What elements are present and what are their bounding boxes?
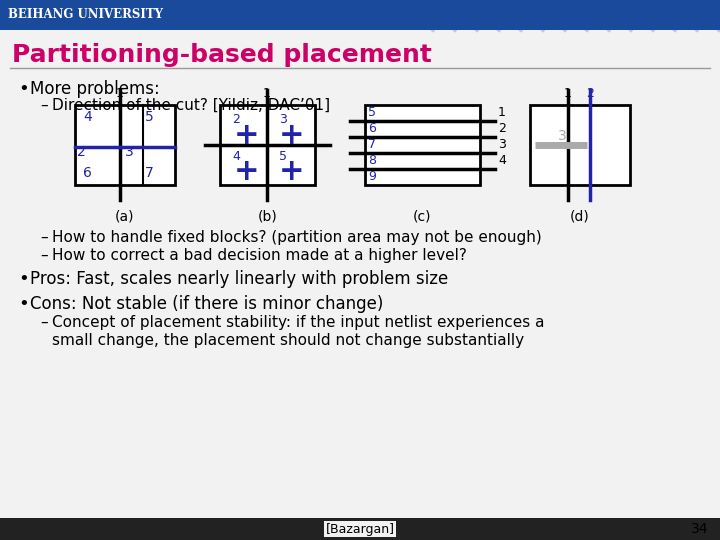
Text: •: • bbox=[18, 80, 29, 98]
Text: Direction of the cut? [Yildiz, DAC’01]: Direction of the cut? [Yildiz, DAC’01] bbox=[52, 98, 330, 113]
Text: •: • bbox=[18, 270, 29, 288]
Text: Partitioning-based placement: Partitioning-based placement bbox=[12, 43, 432, 67]
Text: Pros: Fast, scales nearly linearly with problem size: Pros: Fast, scales nearly linearly with … bbox=[30, 270, 449, 288]
Text: (c): (c) bbox=[413, 210, 432, 224]
Text: [Bazargan]: [Bazargan] bbox=[325, 523, 395, 536]
Text: 3: 3 bbox=[125, 145, 134, 159]
Text: 4: 4 bbox=[498, 154, 506, 167]
Text: +: + bbox=[234, 121, 260, 150]
Text: +: + bbox=[234, 157, 260, 186]
Text: 1: 1 bbox=[116, 87, 124, 100]
Bar bbox=[530, 105, 630, 185]
Text: (d): (d) bbox=[570, 210, 590, 224]
Bar bbox=[0, 0, 720, 30]
Text: –: – bbox=[40, 230, 48, 245]
Text: 1: 1 bbox=[564, 87, 572, 100]
Text: 2: 2 bbox=[232, 113, 240, 126]
Text: +: + bbox=[279, 121, 305, 150]
Text: 3: 3 bbox=[498, 138, 506, 152]
Text: How to handle fixed blocks? (partition area may not be enough): How to handle fixed blocks? (partition a… bbox=[52, 230, 541, 245]
Text: 5: 5 bbox=[279, 150, 287, 163]
Bar bbox=[75, 105, 175, 185]
Text: How to correct a bad decision made at a higher level?: How to correct a bad decision made at a … bbox=[52, 248, 467, 263]
Text: 7: 7 bbox=[368, 138, 376, 152]
Text: 5: 5 bbox=[368, 106, 376, 119]
Bar bbox=[365, 105, 480, 185]
Text: 3: 3 bbox=[557, 129, 567, 143]
Text: 4: 4 bbox=[83, 110, 91, 124]
Text: BEIHANG UNIVERSITY: BEIHANG UNIVERSITY bbox=[8, 9, 163, 22]
Text: small change, the placement should not change substantially: small change, the placement should not c… bbox=[52, 333, 524, 348]
Text: (a): (a) bbox=[115, 210, 135, 224]
Text: –: – bbox=[40, 315, 48, 330]
Text: 1: 1 bbox=[498, 106, 506, 119]
Text: More problems:: More problems: bbox=[30, 80, 160, 98]
Text: 2: 2 bbox=[586, 87, 594, 100]
Text: +: + bbox=[279, 157, 305, 186]
Text: 2: 2 bbox=[77, 145, 86, 159]
Text: 5: 5 bbox=[145, 110, 154, 124]
Text: •: • bbox=[18, 295, 29, 313]
Bar bbox=[220, 105, 315, 185]
Bar bbox=[0, 518, 720, 540]
Text: –: – bbox=[40, 98, 48, 113]
Text: 1: 1 bbox=[263, 87, 271, 100]
Text: Cons: Not stable (if there is minor change): Cons: Not stable (if there is minor chan… bbox=[30, 295, 383, 313]
Text: (b): (b) bbox=[258, 210, 277, 224]
Text: Concept of placement stability: if the input netlist experiences a: Concept of placement stability: if the i… bbox=[52, 315, 544, 330]
Text: –: – bbox=[40, 248, 48, 263]
Text: 9: 9 bbox=[368, 171, 376, 184]
Text: 6: 6 bbox=[83, 166, 92, 180]
Text: 2: 2 bbox=[498, 123, 506, 136]
Text: 7: 7 bbox=[145, 166, 154, 180]
Text: 6: 6 bbox=[368, 123, 376, 136]
Text: 3: 3 bbox=[279, 113, 287, 126]
Text: 4: 4 bbox=[232, 150, 240, 163]
Text: 34: 34 bbox=[691, 522, 708, 536]
Text: 8: 8 bbox=[368, 154, 376, 167]
